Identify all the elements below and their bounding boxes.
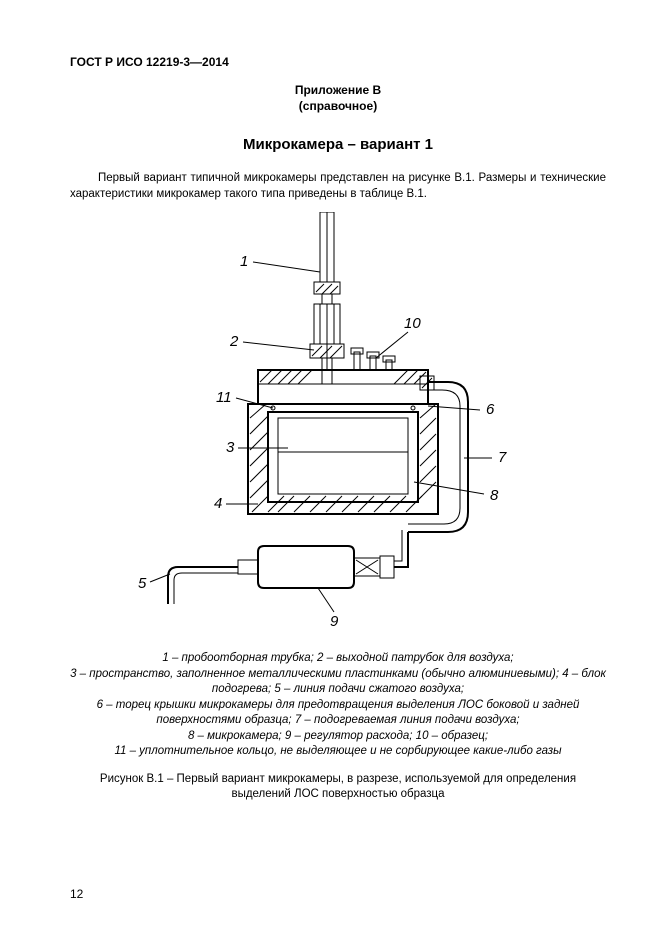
intro-paragraph: Первый вариант типичной микрокамеры пред… — [70, 171, 606, 202]
callout-10: 10 — [404, 315, 421, 332]
legend-line-5: 11 – уплотнительное кольцо, не выделяюще… — [70, 744, 606, 760]
legend-line-2: 3 – пространство, заполненное металличес… — [70, 667, 606, 698]
callout-6: 6 — [486, 401, 495, 418]
callout-2: 2 — [229, 333, 239, 350]
doc-header: ГОСТ Р ИСО 12219-3—2014 — [70, 55, 606, 69]
appendix-label: Приложение В — [70, 83, 606, 99]
callout-5: 5 — [138, 575, 147, 592]
legend-line-4: 8 – микрокамера; 9 – регулятор расхода; … — [70, 729, 606, 745]
page-number: 12 — [70, 887, 83, 901]
callout-3: 3 — [226, 439, 235, 456]
callout-9: 9 — [330, 613, 339, 630]
microchamber-diagram: 1 2 11 3 4 5 9 10 6 7 8 — [108, 212, 568, 642]
appendix-sublabel: (справочное) — [70, 99, 606, 115]
section-title: Микрокамера – вариант 1 — [70, 136, 606, 153]
callout-8: 8 — [490, 487, 499, 504]
figure-container: 1 2 11 3 4 5 9 10 6 7 8 1 – пробоотборна… — [70, 212, 606, 803]
legend-line-3: 6 – торец крышки микрокамеры для предотв… — [70, 698, 606, 729]
figure-caption: Рисунок В.1 – Первый вариант микрокамеры… — [70, 772, 606, 803]
figure-legend: 1 – пробоотборная трубка; 2 – выходной п… — [70, 651, 606, 760]
callout-7: 7 — [498, 449, 507, 466]
callout-4: 4 — [214, 495, 222, 512]
callout-11: 11 — [216, 389, 232, 406]
page: ГОСТ Р ИСО 12219-3—2014 Приложение В (сп… — [0, 0, 661, 936]
callout-1: 1 — [240, 253, 248, 270]
legend-line-1: 1 – пробоотборная трубка; 2 – выходной п… — [70, 651, 606, 667]
